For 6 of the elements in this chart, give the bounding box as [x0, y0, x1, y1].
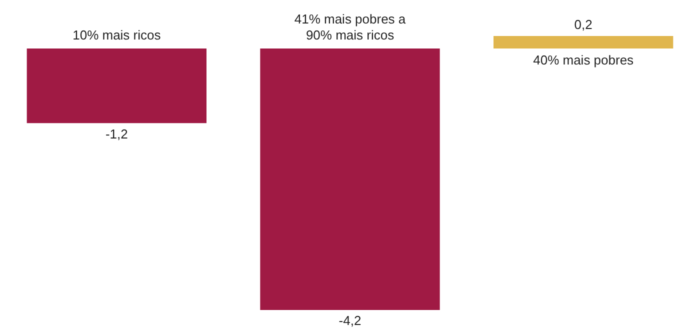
x-tick-label: 40% mais pobres [533, 52, 634, 68]
data-label: 0,2 [574, 17, 592, 32]
x-tick-label: 10% mais ricos [72, 28, 162, 43]
data-label: -4,2 [338, 313, 362, 328]
x-tick-label: 41% mais pobres a 90% mais ricos [294, 12, 406, 43]
data-label: -1,2 [105, 126, 128, 142]
